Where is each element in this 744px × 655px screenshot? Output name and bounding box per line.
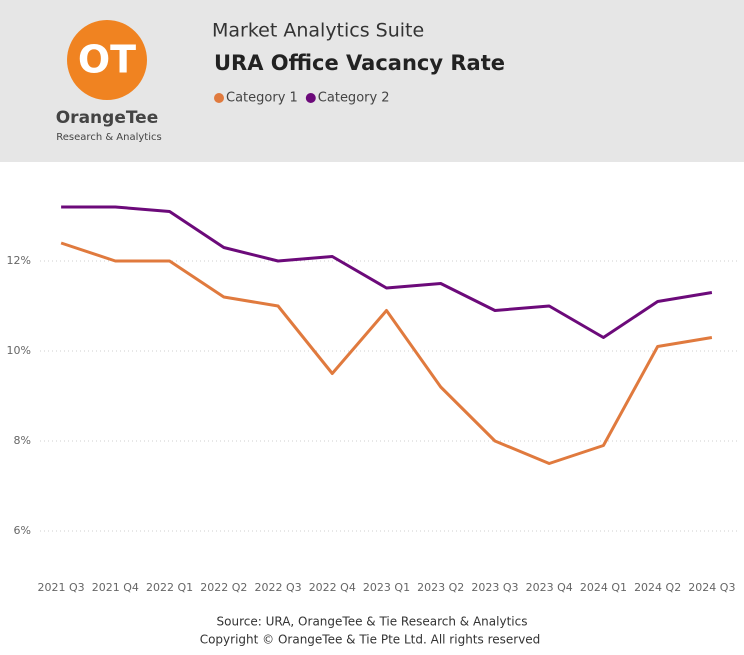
x-tick-label: 2023 Q4	[526, 581, 573, 594]
chart-title: URA Office Vacancy Rate	[214, 51, 505, 75]
x-tick-label: 2021 Q3	[38, 581, 85, 594]
x-tick-label: 2021 Q4	[92, 581, 139, 594]
logo-tagline: Research & Analytics	[56, 132, 161, 143]
legend-label: Category 1	[226, 91, 298, 106]
x-tick-label: 2022 Q4	[309, 581, 356, 594]
y-tick-label: 12%	[7, 254, 31, 267]
y-tick-label: 6%	[14, 524, 31, 537]
x-tick-label: 2022 Q3	[254, 581, 301, 594]
x-tick-label: 2023 Q1	[363, 581, 410, 594]
copyright: Copyright © OrangeTee & Tie Pte Ltd. All…	[200, 633, 541, 647]
x-tick-label: 2023 Q3	[471, 581, 518, 594]
logo-name: OrangeTee	[56, 108, 159, 128]
legend-label: Category 2	[318, 91, 390, 106]
y-tick-label: 10%	[7, 344, 31, 357]
x-tick-label: 2023 Q2	[417, 581, 464, 594]
series-line	[60, 241, 713, 465]
x-tick-label: 2024 Q1	[580, 581, 627, 594]
series-line	[61, 205, 713, 339]
y-tick-label: 8%	[14, 434, 31, 447]
x-tick-label: 2024 Q2	[634, 581, 681, 594]
x-tick-label: 2024 Q3	[688, 581, 735, 594]
legend-marker	[214, 93, 224, 103]
logo-circle	[67, 20, 147, 100]
legend-marker	[305, 93, 316, 103]
logo-mark: OT	[78, 38, 136, 82]
x-tick-label: 2022 Q2	[200, 581, 247, 594]
x-tick-label: 2022 Q1	[146, 581, 193, 594]
app-name: Market Analytics Suite	[212, 20, 424, 42]
source: Source: URA, OrangeTee & Tie Research & …	[217, 615, 528, 629]
